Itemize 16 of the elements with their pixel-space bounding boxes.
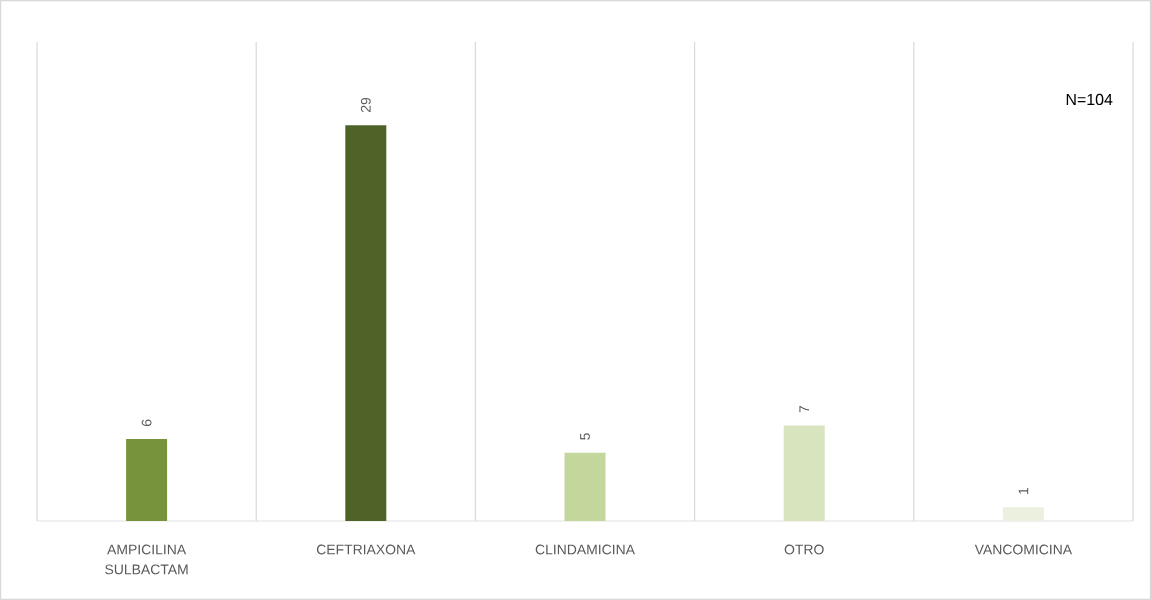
bar (126, 439, 168, 521)
x-tick-label: VANCOMICINA (974, 544, 1073, 555)
data-label: 7 (799, 405, 809, 413)
x-tick-label: CEFTRIAXONA (316, 544, 416, 555)
data-label: 29 (360, 97, 371, 113)
data-label: 5 (580, 433, 590, 440)
bar (564, 452, 606, 521)
data-label: 1 (1018, 487, 1029, 494)
x-tick-label: OTRO (784, 544, 824, 555)
x-tick-label: CLINDAMICINA (535, 544, 635, 555)
data-label: 6 (141, 419, 152, 426)
text: N=104 (1066, 93, 1113, 106)
x-tick-label: AMPICILINA SULBACTAM (105, 544, 188, 575)
bar (783, 425, 825, 521)
bar (1002, 507, 1044, 521)
bar (345, 125, 387, 521)
